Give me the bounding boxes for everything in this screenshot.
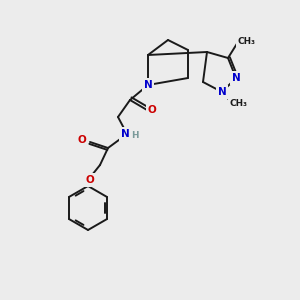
Text: N: N xyxy=(218,87,226,97)
Text: O: O xyxy=(85,175,94,185)
Text: N: N xyxy=(232,73,240,83)
Text: O: O xyxy=(78,135,86,145)
Text: CH₃: CH₃ xyxy=(237,38,255,46)
Text: CH₃: CH₃ xyxy=(229,98,247,107)
Text: N: N xyxy=(144,80,152,90)
Text: N: N xyxy=(121,129,129,139)
Text: H: H xyxy=(131,131,139,140)
Text: O: O xyxy=(148,105,156,115)
